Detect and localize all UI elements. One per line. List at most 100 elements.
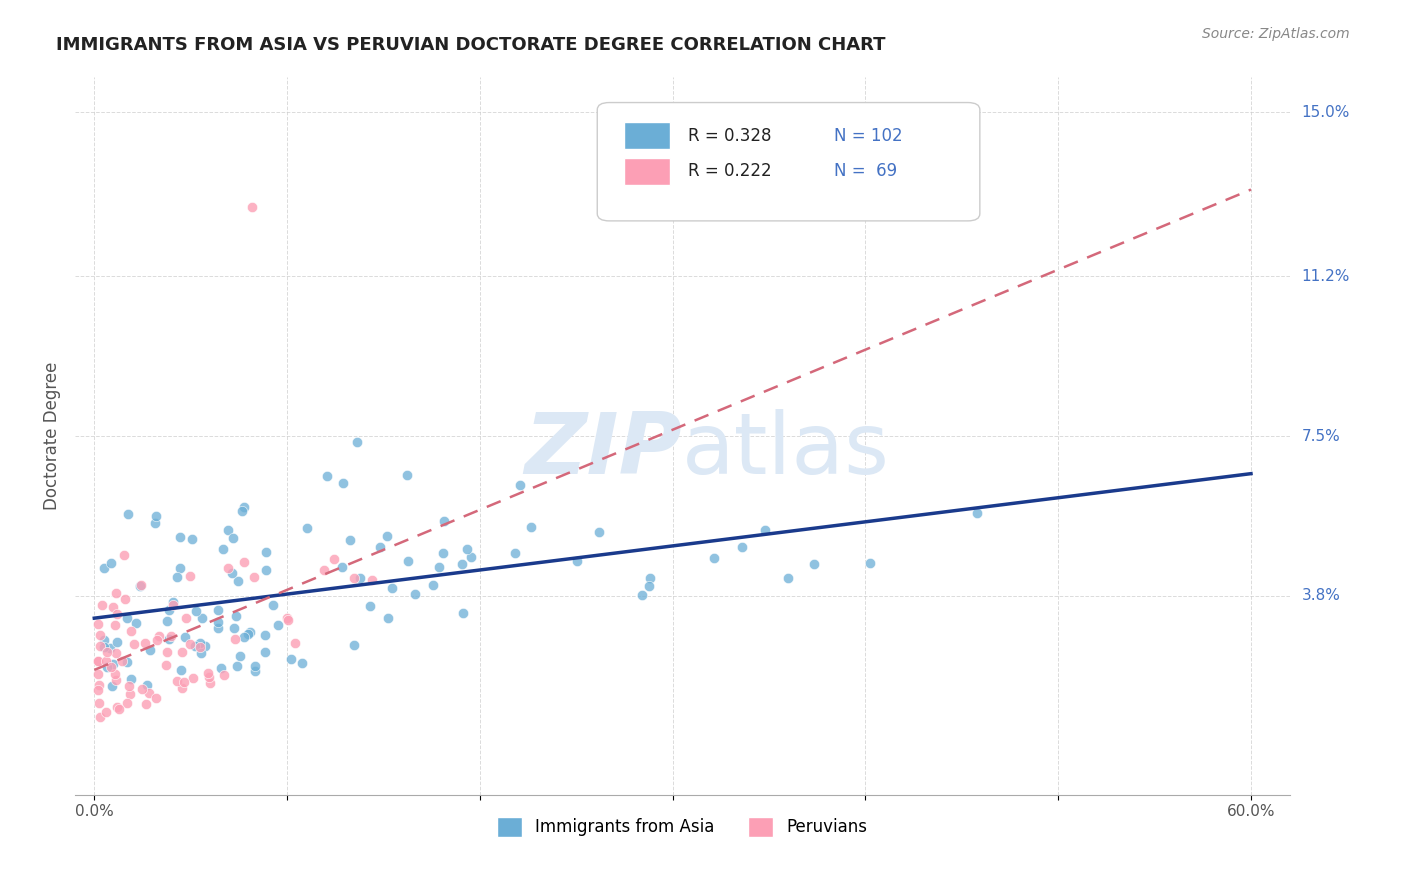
- Point: [89, 628, 111, 642]
- Point: [134, 636, 156, 650]
- Point: [339, 533, 361, 548]
- Point: [89, 678, 111, 692]
- Point: [87, 654, 110, 668]
- Point: [174, 630, 197, 644]
- Point: [89, 710, 111, 724]
- Point: [157, 632, 180, 646]
- Point: [190, 646, 212, 660]
- Point: [186, 604, 208, 618]
- Text: IMMIGRANTS FROM ASIA VS PERUVIAN DOCTORATE DEGREE CORRELATION CHART: IMMIGRANTS FROM ASIA VS PERUVIAN DOCTORA…: [56, 36, 886, 54]
- Point: [87, 666, 110, 681]
- Text: 3.8%: 3.8%: [1302, 589, 1340, 604]
- Point: [233, 555, 256, 569]
- Point: [212, 668, 235, 682]
- Point: [226, 574, 249, 588]
- Point: [100, 660, 122, 674]
- Point: [207, 621, 229, 635]
- Point: [166, 673, 188, 688]
- Point: [225, 608, 247, 623]
- Text: ZIP: ZIP: [524, 409, 682, 491]
- Point: [101, 657, 124, 672]
- Point: [172, 681, 194, 695]
- Point: [117, 679, 139, 693]
- Point: [184, 639, 207, 653]
- Point: [640, 571, 662, 585]
- Point: [377, 610, 399, 624]
- Point: [254, 628, 277, 642]
- Point: [120, 687, 142, 701]
- Point: [803, 557, 825, 571]
- Point: [93, 640, 115, 654]
- Y-axis label: Doctorate Degree: Doctorate Degree: [44, 362, 60, 510]
- Point: [243, 664, 266, 678]
- Point: [139, 643, 162, 657]
- Point: [243, 570, 266, 584]
- Text: 11.2%: 11.2%: [1302, 268, 1350, 284]
- Point: [254, 545, 277, 559]
- Point: [120, 624, 142, 638]
- FancyBboxPatch shape: [598, 103, 980, 221]
- Point: [229, 649, 252, 664]
- Point: [198, 670, 221, 684]
- Point: [155, 614, 177, 628]
- Point: [162, 594, 184, 608]
- Point: [222, 531, 245, 545]
- Point: [104, 673, 127, 688]
- Point: [181, 671, 204, 685]
- Point: [94, 654, 117, 668]
- Point: [312, 563, 335, 577]
- Point: [138, 686, 160, 700]
- Legend: Immigrants from Asia, Peruvians: Immigrants from Asia, Peruvians: [491, 810, 875, 844]
- Point: [93, 561, 115, 575]
- Point: [114, 591, 136, 606]
- Point: [291, 657, 314, 671]
- Point: [179, 636, 201, 650]
- Point: [207, 602, 229, 616]
- Point: [221, 566, 243, 581]
- Point: [359, 599, 381, 613]
- Point: [966, 507, 988, 521]
- Point: [207, 615, 229, 629]
- Point: [277, 613, 299, 627]
- Point: [343, 571, 366, 585]
- Point: [451, 606, 474, 620]
- Text: N =  69: N = 69: [834, 162, 897, 180]
- Point: [226, 658, 249, 673]
- Point: [395, 468, 418, 483]
- Point: [169, 561, 191, 575]
- Point: [222, 621, 245, 635]
- Point: [859, 556, 882, 570]
- Point: [155, 658, 177, 673]
- Point: [174, 611, 197, 625]
- Point: [96, 659, 118, 673]
- Point: [209, 661, 232, 675]
- Point: [96, 705, 118, 719]
- Point: [136, 678, 159, 692]
- Point: [191, 611, 214, 625]
- Point: [427, 560, 450, 574]
- Point: [172, 645, 194, 659]
- Point: [239, 624, 262, 639]
- Point: [422, 578, 444, 592]
- Point: [284, 636, 307, 650]
- Point: [105, 699, 128, 714]
- Point: [776, 571, 799, 585]
- Point: [346, 434, 368, 449]
- Bar: [624, 122, 671, 149]
- Point: [160, 629, 183, 643]
- Point: [224, 632, 246, 646]
- Point: [276, 611, 298, 625]
- Point: [105, 634, 128, 648]
- Point: [87, 683, 110, 698]
- Point: [262, 598, 284, 612]
- Point: [135, 698, 157, 712]
- Point: [108, 702, 131, 716]
- Point: [117, 655, 139, 669]
- Point: [212, 542, 235, 557]
- Point: [432, 546, 454, 560]
- Point: [115, 611, 138, 625]
- Point: [330, 560, 353, 574]
- Point: [87, 654, 110, 668]
- Point: [565, 554, 588, 568]
- Point: [754, 524, 776, 538]
